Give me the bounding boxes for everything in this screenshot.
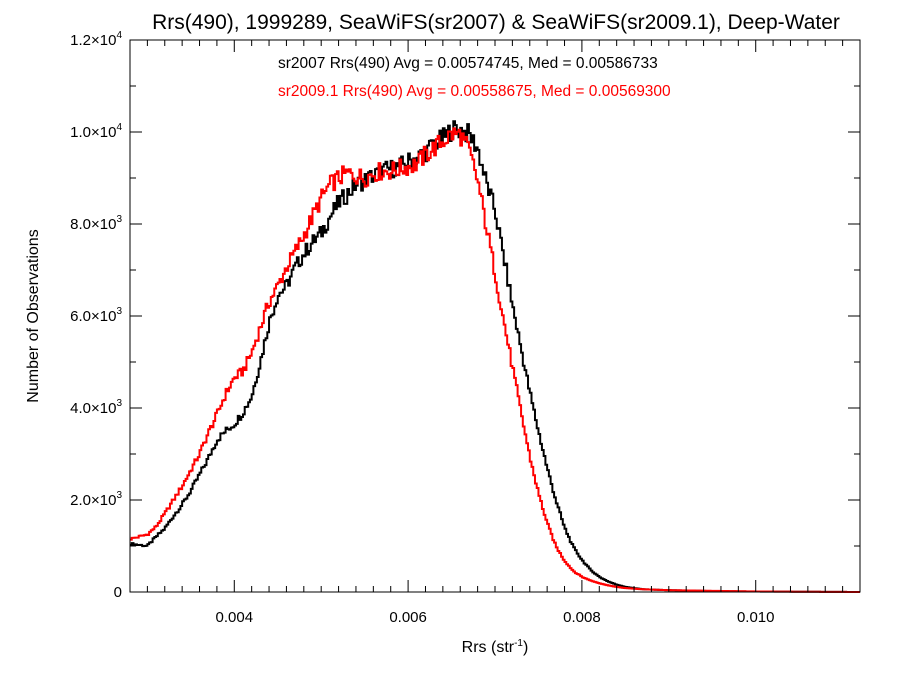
series-line-sr2007	[130, 120, 860, 593]
y-tick-label: 1.2×104	[70, 30, 122, 49]
series-line-sr2009-1	[130, 127, 860, 593]
y-tick-label: 1.0×104	[70, 122, 122, 141]
plot-area	[130, 120, 860, 593]
axis-ticks: 0.004 0.006 0.008 0.010 0 2.0×103 4.0×103 6.0×1…	[70, 30, 861, 626]
y-axis-label: Number of Observations	[25, 229, 42, 402]
y-tick-label: 4.0×103	[70, 398, 122, 417]
x-axis-label-close: )	[523, 639, 528, 656]
x-axis-label-main: Rrs (str	[462, 639, 515, 656]
x-tick-label: 0.008	[563, 609, 601, 626]
y-tick-label: 0	[114, 584, 122, 601]
x-axis-label-superscript: -1	[514, 638, 523, 649]
legend-entry-sr2009-1: sr2009.1 Rrs(490) Avg = 0.00558675, Med …	[278, 83, 671, 100]
x-tick-label: 0.006	[389, 609, 427, 626]
plot-frame	[129, 39, 861, 593]
x-tick-label: 0.004	[216, 609, 254, 626]
chart-title: Rrs(490), 1999289, SeaWiFS(sr2007) & Sea…	[152, 11, 840, 34]
y-tick-label: 8.0×103	[70, 214, 122, 233]
x-axis-label: Rrs (str-1)	[462, 638, 529, 656]
y-tick-label: 6.0×103	[70, 306, 122, 325]
legend-entry-sr2007: sr2007 Rrs(490) Avg = 0.00574745, Med = …	[278, 55, 658, 72]
x-tick-label: 0.010	[737, 609, 775, 626]
y-tick-label: 2.0×103	[70, 490, 122, 509]
